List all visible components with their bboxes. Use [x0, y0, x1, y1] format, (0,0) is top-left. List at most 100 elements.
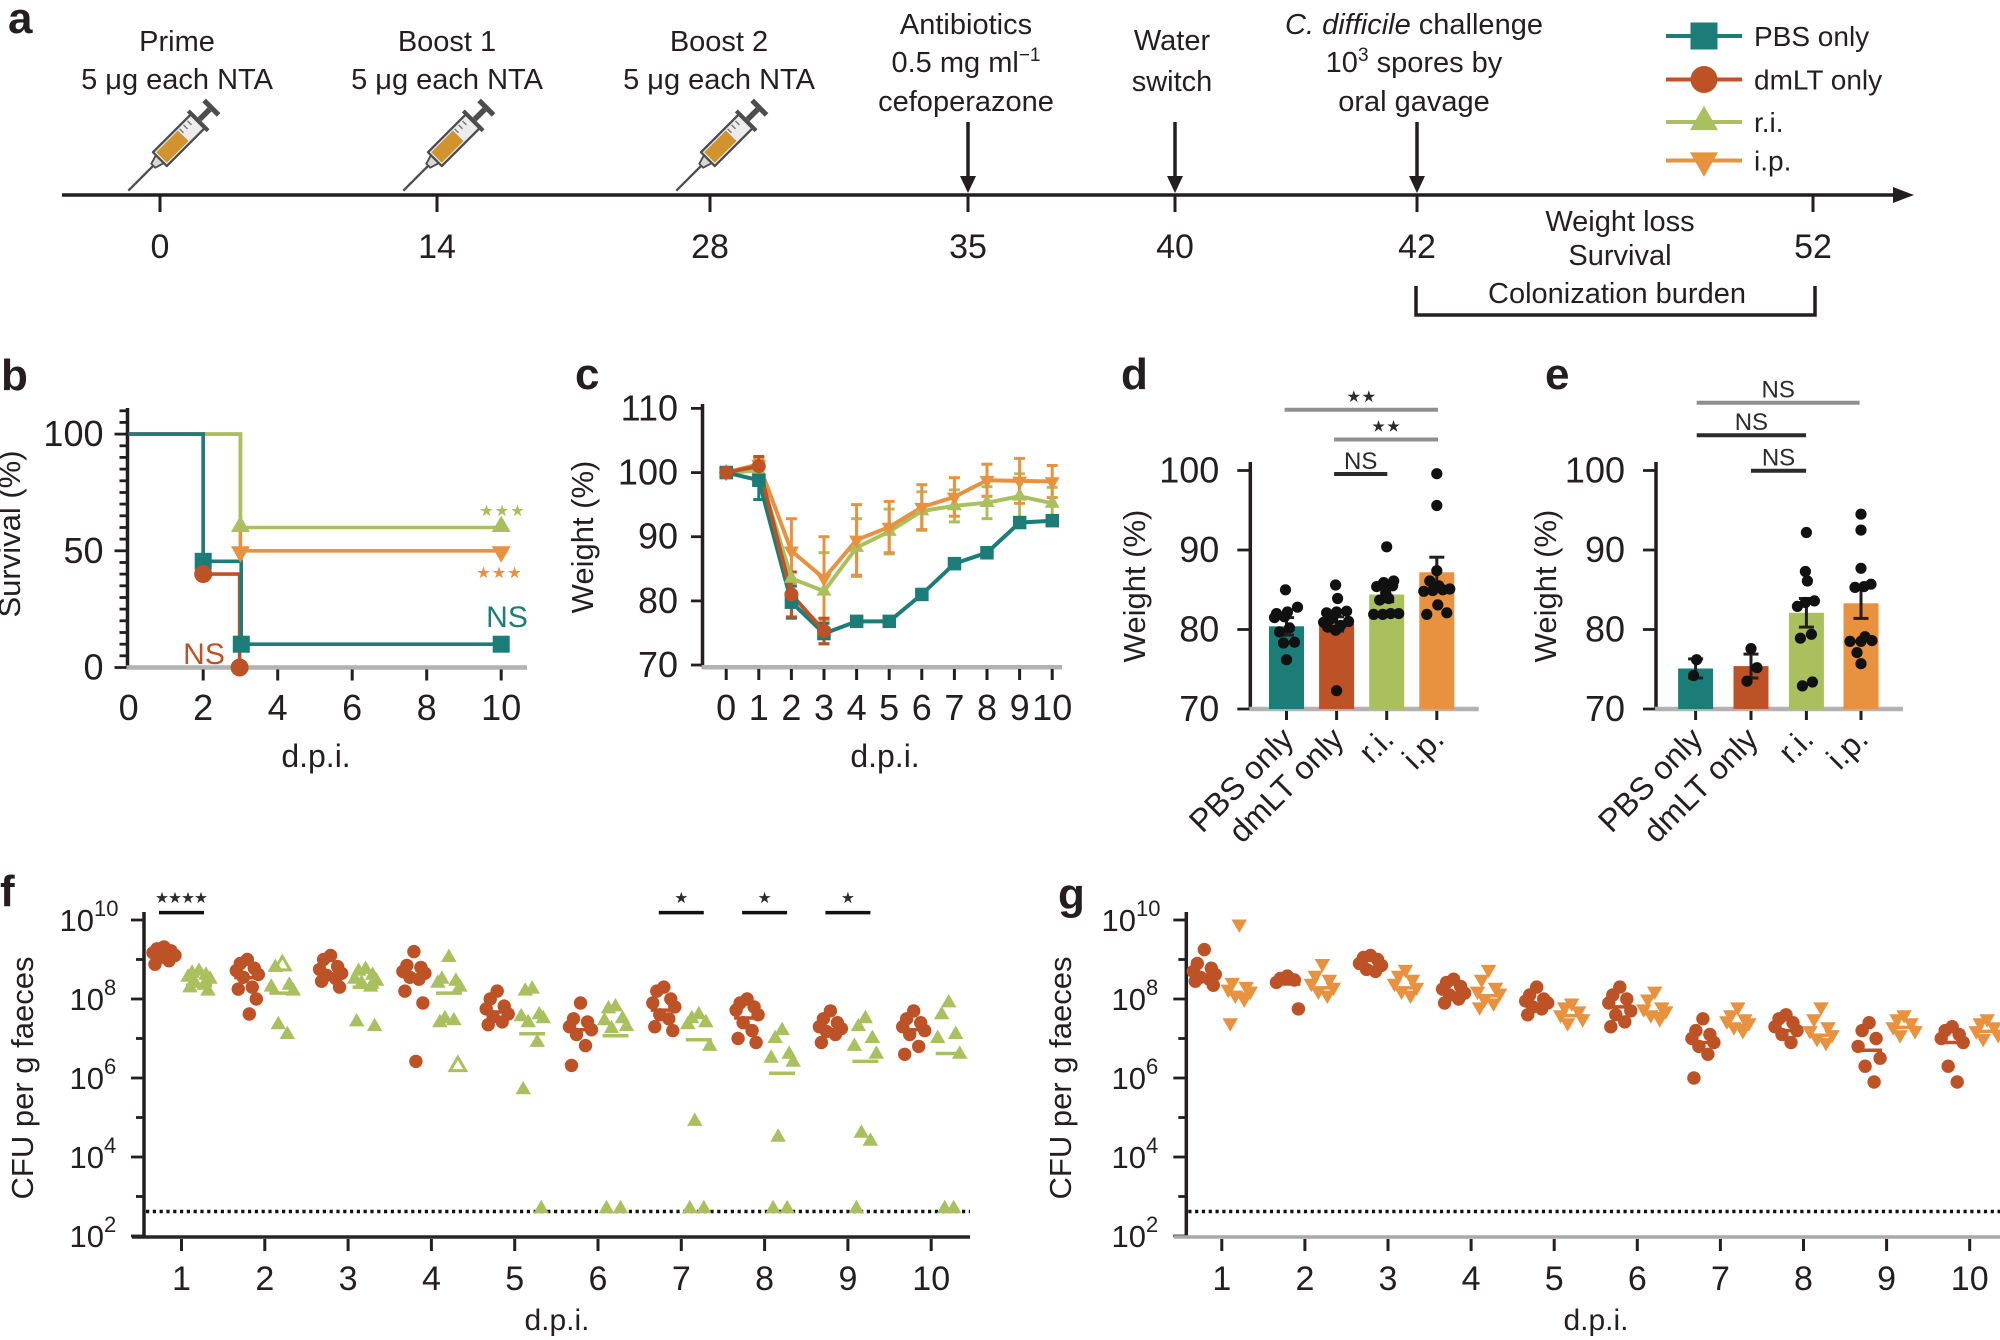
svg-text:Colonization burden: Colonization burden — [1488, 278, 1746, 310]
svg-text:6: 6 — [1628, 1260, 1647, 1298]
svg-text:28: 28 — [691, 228, 729, 266]
svg-text:Weight (%): Weight (%) — [1117, 510, 1152, 663]
svg-text:52: 52 — [1794, 228, 1832, 266]
svg-text:NS: NS — [1344, 448, 1377, 475]
svg-text:Survival (%): Survival (%) — [0, 450, 27, 617]
svg-text:40: 40 — [1156, 228, 1194, 266]
svg-text:10: 10 — [60, 903, 94, 938]
svg-text:f: f — [0, 867, 15, 916]
svg-text:35: 35 — [949, 228, 987, 266]
svg-text:0.5 mg ml−1: 0.5 mg ml−1 — [892, 45, 1041, 79]
svg-text:Weight loss: Weight loss — [1545, 206, 1694, 238]
svg-text:oral gavage: oral gavage — [1338, 86, 1490, 118]
svg-text:8: 8 — [977, 687, 997, 728]
svg-text:9: 9 — [1010, 687, 1030, 728]
svg-text:2: 2 — [193, 687, 213, 728]
svg-text:90: 90 — [1585, 529, 1625, 570]
svg-text:10: 10 — [1102, 903, 1136, 938]
svg-text:6: 6 — [589, 1260, 608, 1298]
svg-text:10: 10 — [94, 896, 118, 921]
svg-text:4: 4 — [1146, 1133, 1158, 1158]
svg-text:2: 2 — [781, 687, 801, 728]
svg-text:d.p.i.: d.p.i. — [1563, 1304, 1628, 1337]
svg-text:10: 10 — [912, 1260, 950, 1298]
svg-text:4: 4 — [104, 1133, 116, 1158]
svg-text:C. difficile challenge: C. difficile challenge — [1285, 9, 1543, 41]
svg-text:9: 9 — [1877, 1260, 1896, 1298]
svg-text:103 spores by: 103 spores by — [1326, 45, 1503, 79]
svg-text:NS: NS — [1735, 409, 1768, 436]
svg-text:70: 70 — [638, 644, 678, 685]
svg-text:100: 100 — [1565, 450, 1625, 491]
svg-text:Weight (%): Weight (%) — [565, 461, 600, 614]
svg-text:8: 8 — [1794, 1260, 1813, 1298]
svg-text:100: 100 — [1159, 450, 1219, 491]
svg-text:70: 70 — [1179, 688, 1219, 729]
svg-text:10: 10 — [70, 1061, 104, 1096]
svg-text:9: 9 — [838, 1260, 857, 1298]
svg-text:1: 1 — [1212, 1260, 1231, 1298]
svg-text:5: 5 — [1545, 1260, 1564, 1298]
svg-text:Boost 1: Boost 1 — [398, 26, 496, 58]
svg-text:10: 10 — [1112, 982, 1146, 1017]
svg-text:0: 0 — [151, 228, 170, 266]
svg-text:8: 8 — [417, 687, 437, 728]
svg-text:10: 10 — [1112, 1061, 1146, 1096]
svg-text:70: 70 — [1585, 688, 1625, 729]
svg-text:110: 110 — [621, 387, 678, 428]
svg-text:CFU per g faeces: CFU per g faeces — [1043, 957, 1078, 1200]
svg-text:10: 10 — [1136, 896, 1160, 921]
svg-text:42: 42 — [1398, 228, 1436, 266]
svg-text:7: 7 — [672, 1260, 691, 1298]
svg-text:7: 7 — [1711, 1260, 1730, 1298]
svg-text:100: 100 — [43, 413, 103, 454]
svg-text:14: 14 — [418, 228, 456, 266]
svg-text:6: 6 — [912, 687, 932, 728]
svg-text:switch: switch — [1132, 66, 1213, 98]
svg-text:Prime: Prime — [139, 26, 215, 58]
svg-text:d.p.i.: d.p.i. — [850, 738, 919, 774]
svg-text:10: 10 — [1032, 687, 1072, 728]
svg-text:Antibiotics: Antibiotics — [900, 9, 1032, 41]
svg-text:0: 0 — [83, 647, 103, 688]
svg-text:50: 50 — [63, 530, 103, 571]
svg-text:d: d — [1121, 350, 1148, 399]
svg-text:5 μg each NTA: 5 μg each NTA — [351, 64, 544, 96]
svg-text:10: 10 — [70, 1219, 104, 1254]
svg-text:100: 100 — [618, 452, 678, 493]
svg-text:10: 10 — [70, 982, 104, 1017]
svg-text:4: 4 — [847, 687, 867, 728]
svg-text:80: 80 — [1585, 609, 1625, 650]
svg-text:90: 90 — [1179, 529, 1219, 570]
svg-text:PBS only: PBS only — [1754, 21, 1869, 52]
svg-text:3: 3 — [339, 1260, 358, 1298]
svg-text:10: 10 — [1112, 1140, 1146, 1175]
svg-text:10: 10 — [1112, 1219, 1146, 1254]
svg-text:NS: NS — [1762, 445, 1795, 472]
svg-text:80: 80 — [1179, 609, 1219, 650]
svg-text:8: 8 — [755, 1260, 774, 1298]
svg-text:d.p.i.: d.p.i. — [281, 738, 350, 774]
svg-text:cefoperazone: cefoperazone — [878, 86, 1054, 118]
svg-text:c: c — [575, 350, 599, 399]
svg-text:NS: NS — [183, 638, 225, 671]
svg-text:Boost 2: Boost 2 — [670, 26, 768, 58]
svg-text:6: 6 — [1146, 1054, 1158, 1079]
svg-text:CFU per g faeces: CFU per g faeces — [5, 957, 40, 1200]
svg-text:5 μg each NTA: 5 μg each NTA — [623, 64, 816, 96]
svg-text:2: 2 — [1295, 1260, 1314, 1298]
svg-text:3: 3 — [814, 687, 834, 728]
svg-text:1: 1 — [172, 1260, 191, 1298]
svg-text:5 μg each NTA: 5 μg each NTA — [81, 64, 274, 96]
svg-text:6: 6 — [342, 687, 362, 728]
svg-text:NS: NS — [1762, 377, 1795, 404]
svg-text:4: 4 — [268, 687, 288, 728]
svg-text:e: e — [1545, 350, 1569, 399]
svg-text:2: 2 — [255, 1260, 274, 1298]
svg-text:8: 8 — [104, 975, 116, 1000]
svg-text:Weight (%): Weight (%) — [1528, 510, 1563, 663]
svg-text:5: 5 — [879, 687, 899, 728]
svg-text:10: 10 — [481, 687, 521, 728]
svg-text:i.p.: i.p. — [1754, 146, 1791, 177]
svg-text:10: 10 — [70, 1140, 104, 1175]
